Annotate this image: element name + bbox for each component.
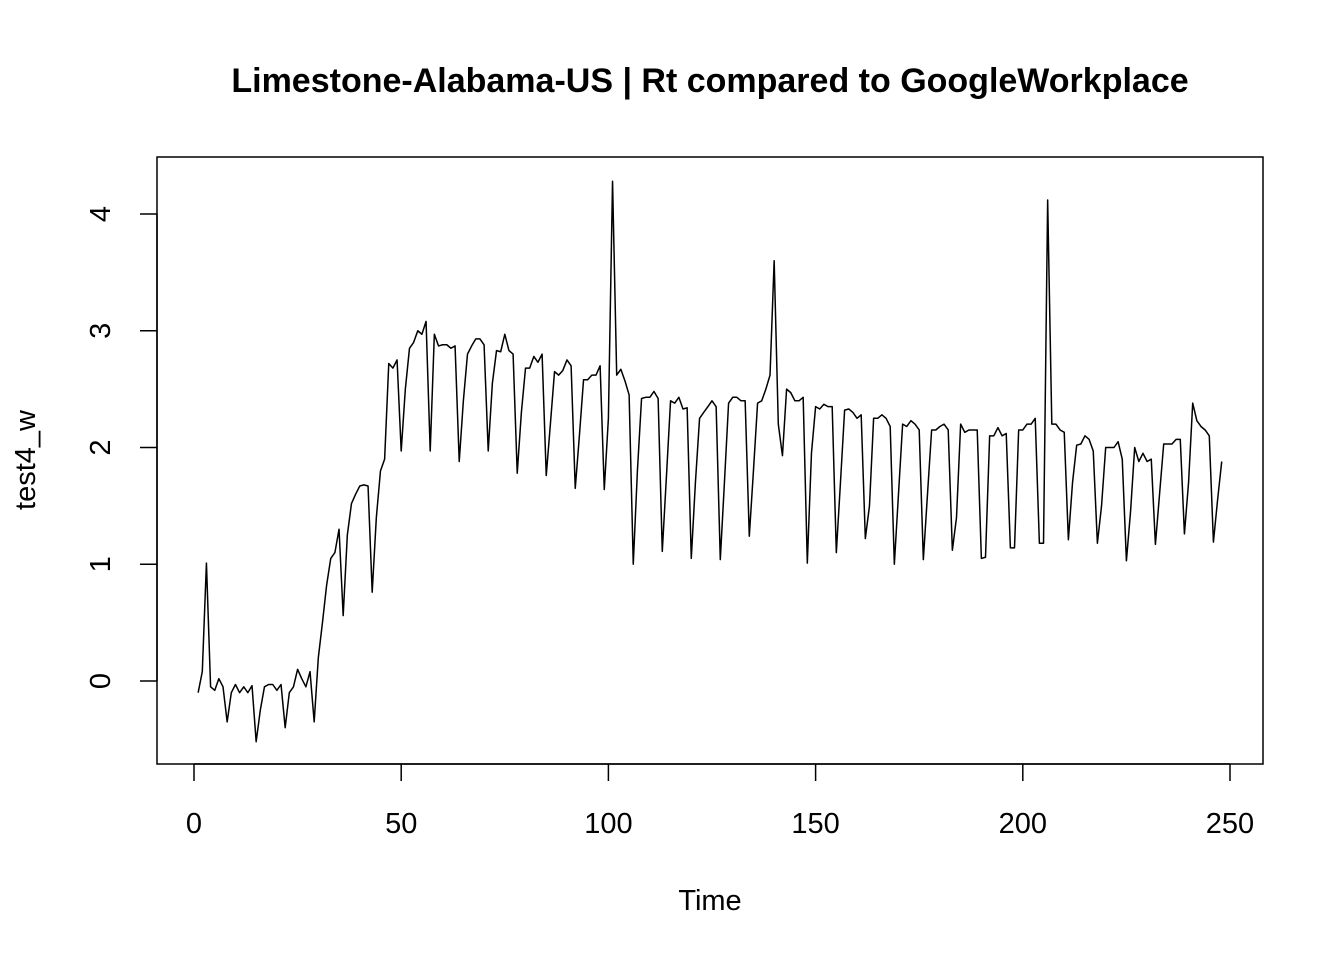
y-tick-label: 1 (85, 556, 117, 572)
y-axis-label: test4_w (10, 409, 42, 510)
y-axis: 0 1 2 3 4 (85, 206, 158, 689)
x-tick-label: 100 (584, 808, 632, 840)
x-axis: 0 50 100 150 200 250 (186, 763, 1254, 840)
x-axis-label: Time (678, 885, 741, 917)
x-tick-label: 50 (385, 808, 417, 840)
x-tick-label: 250 (1206, 808, 1254, 840)
y-tick-label: 2 (85, 439, 117, 455)
series-line (197, 180, 1223, 743)
chart-title: Limestone-Alabama-US | Rt compared to Go… (231, 62, 1188, 100)
y-tick-label: 4 (85, 206, 117, 222)
x-tick-label: 150 (791, 808, 839, 840)
y-tick-label: 0 (85, 673, 117, 689)
y-tick-label: 3 (85, 323, 117, 339)
x-tick-label: 200 (999, 808, 1047, 840)
plot-frame (156, 156, 1264, 765)
x-tick-label: 0 (186, 808, 202, 840)
